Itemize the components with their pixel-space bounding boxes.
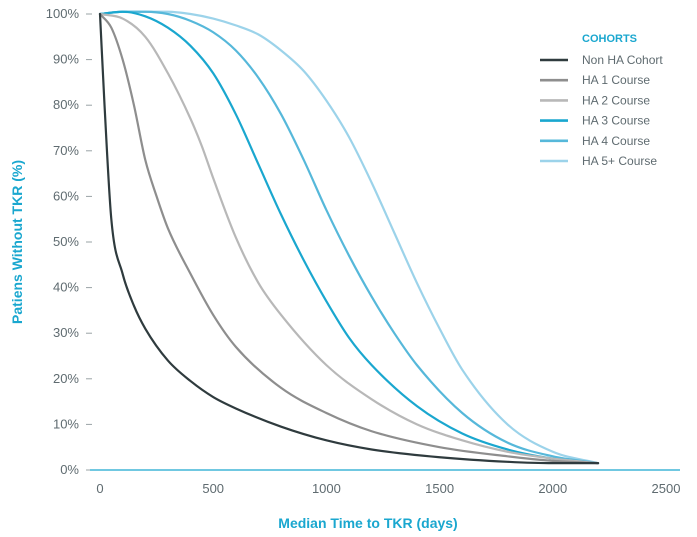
- y-tick-label: 40%: [53, 280, 79, 295]
- y-tick-label: 80%: [53, 97, 79, 112]
- y-axis-ticks: 0% 10% 20% 30% 40% 50% 60% 70% 80% 90% 100%: [46, 6, 92, 477]
- legend-label: HA 1 Course: [582, 73, 650, 87]
- series-line-3: [98, 10, 600, 465]
- legend-title: COHORTS: [582, 33, 637, 45]
- legend-label: HA 3 Course: [582, 114, 650, 128]
- y-tick-label: 20%: [53, 371, 79, 386]
- y-tick-label: 50%: [53, 234, 79, 249]
- x-axis-title: Median Time to TKR (days): [278, 515, 457, 531]
- series-line-2: [98, 12, 600, 465]
- x-tick-label: 2000: [538, 481, 567, 496]
- legend-label: HA 2 Course: [582, 93, 650, 107]
- y-tick-label: 70%: [53, 143, 79, 158]
- legend-label: Non HA Cohort: [582, 53, 663, 67]
- legend-label: HA 5+ Course: [582, 154, 657, 168]
- series-line-4: [98, 10, 600, 465]
- y-tick-label: 30%: [53, 325, 79, 340]
- series-line-5: [98, 10, 600, 465]
- y-axis-title: Patiens Without TKR (%): [9, 160, 25, 324]
- y-tick-label: 0%: [60, 462, 79, 477]
- y-tick-label: 90%: [53, 52, 79, 67]
- series-lines: [98, 10, 600, 465]
- x-tick-label: 1500: [425, 481, 454, 496]
- x-tick-label: 500: [202, 481, 224, 496]
- series-line-1: [98, 12, 600, 465]
- y-tick-label: 60%: [53, 188, 79, 203]
- y-tick-label: 100%: [46, 6, 80, 21]
- series-line-0: [98, 12, 600, 465]
- x-tick-label: 0: [96, 481, 103, 496]
- x-tick-label: 1000: [312, 481, 341, 496]
- y-tick-label: 10%: [53, 416, 79, 431]
- x-axis-ticks: 0 500 1000 1500 2000 2500: [96, 481, 680, 496]
- legend-label: HA 4 Course: [582, 134, 650, 148]
- legend: COHORTS Non HA Cohort HA 1 Course HA 2 Cou…: [540, 33, 663, 168]
- x-tick-label: 2500: [652, 481, 681, 496]
